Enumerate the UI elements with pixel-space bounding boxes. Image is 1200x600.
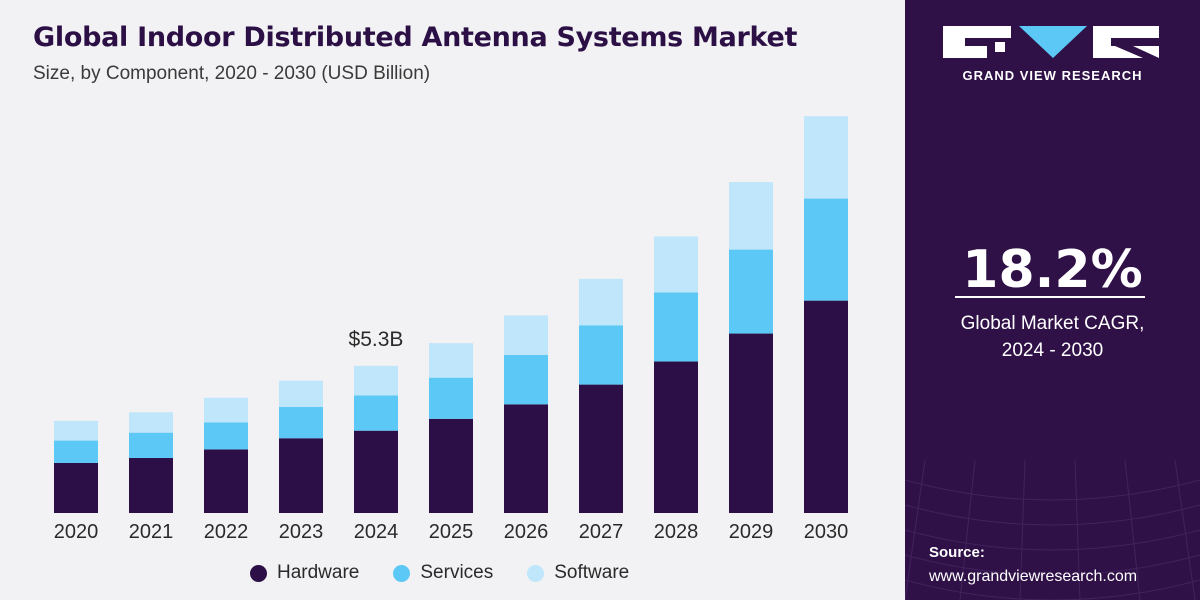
x-tick-label: 2020: [54, 521, 99, 543]
stacked-bar-chart: 2020 2021 2022 2023 2024 $5.3B 2025 2026 2027 202…: [54, 116, 849, 543]
legend-swatch-services: [393, 564, 411, 582]
bar-software-2029: [729, 182, 773, 250]
x-tick-label: 2028: [654, 521, 699, 543]
bar-hardware-2023: [279, 438, 323, 513]
x-tick-label: 2022: [204, 521, 249, 543]
data-label-2024-total: $5.3B: [349, 328, 404, 351]
bar-services-2025: [429, 377, 473, 419]
bar-software-2028: [654, 236, 698, 293]
legend-item-services: Services: [393, 562, 493, 584]
cagr-divider: [955, 296, 1145, 298]
x-tick-label: 2029: [729, 521, 774, 543]
x-tick-label: 2023: [279, 521, 324, 543]
bar-services-2026: [504, 354, 548, 405]
bar-services-2023: [279, 406, 323, 439]
bar-software-2022: [204, 397, 248, 423]
bar-services-2021: [129, 432, 173, 459]
bar-software-2030: [804, 116, 848, 199]
bar-software-2027: [579, 278, 623, 326]
cagr-label-line2: 2024 - 2030: [1001, 340, 1104, 361]
legend-label-software: Software: [554, 562, 630, 583]
legend-swatch-hardware: [250, 564, 267, 582]
chart-area: Global Indoor Distributed Antenna System…: [33, 22, 849, 584]
bar-hardware-2030: [804, 300, 848, 513]
cagr-label: Global Market CAGR, 2024 - 2030: [905, 310, 1200, 364]
bar-hardware-2025: [429, 418, 473, 513]
legend-swatch-software: [527, 564, 545, 582]
bar-hardware-2024: [354, 430, 398, 513]
chart-legend: Hardware Services Software: [250, 562, 629, 584]
bar-software-2026: [504, 315, 548, 355]
x-tick-label: 2024: [354, 521, 399, 543]
chart-title: Global Indoor Distributed Antenna System…: [33, 22, 798, 53]
bar-hardware-2020: [54, 462, 98, 513]
cagr-value: 18.2%: [962, 240, 1143, 300]
x-tick-label: 2027: [579, 521, 624, 543]
bar-software-2020: [54, 420, 98, 441]
x-tick-label: 2025: [429, 521, 474, 543]
legend-label-hardware: Hardware: [277, 562, 360, 583]
bar-services-2030: [804, 198, 848, 301]
bar-hardware-2029: [729, 333, 773, 513]
bar-software-2024: [354, 365, 398, 396]
bar-services-2027: [579, 325, 623, 385]
bar-hardware-2026: [504, 404, 548, 513]
bar-software-2023: [279, 380, 323, 407]
cagr-label-line1: Global Market CAGR,: [960, 313, 1145, 334]
bar-software-2025: [429, 343, 473, 378]
bar-services-2029: [729, 249, 773, 334]
bar-services-2022: [204, 422, 248, 450]
side-panel: GRAND VIEW RESEARCH 18.2% Global Market …: [905, 0, 1200, 600]
x-tick-label: 2026: [504, 521, 549, 543]
x-tick-label: 2021: [129, 521, 174, 543]
source-link[interactable]: www.grandviewresearch.com: [929, 568, 1138, 585]
bar-hardware-2022: [204, 449, 248, 513]
bar-hardware-2021: [129, 458, 173, 513]
chart-subtitle: Size, by Component, 2020 - 2030 (USD Bil…: [33, 63, 431, 84]
bar-services-2020: [54, 440, 98, 463]
bar-services-2024: [354, 395, 398, 431]
bar-software-2021: [129, 412, 173, 433]
decorative-grid-background: [905, 460, 1200, 600]
source-label: Source:: [929, 544, 985, 561]
x-tick-label: 2030: [804, 521, 849, 543]
bar-hardware-2027: [579, 384, 623, 513]
grand-view-research-logo: [943, 26, 1159, 58]
bar-services-2028: [654, 292, 698, 362]
brand-name: GRAND VIEW RESEARCH: [962, 68, 1143, 83]
legend-label-services: Services: [420, 562, 494, 583]
legend-item-software: Software: [527, 562, 629, 584]
legend-item-hardware: Hardware: [250, 562, 359, 584]
bar-hardware-2028: [654, 361, 698, 513]
